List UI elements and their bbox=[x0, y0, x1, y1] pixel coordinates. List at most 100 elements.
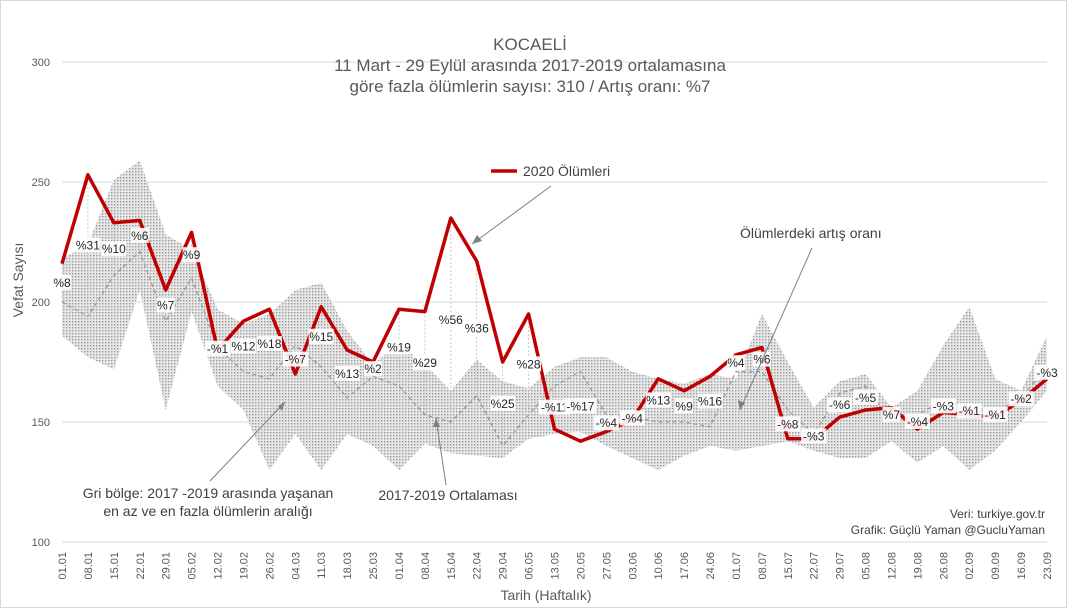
rate-annotation-label: Ölümlerdeki artış oranı bbox=[740, 224, 882, 241]
rate-label: %6 bbox=[131, 229, 149, 243]
rate-label-bg bbox=[538, 399, 571, 415]
x-tick-label: 08.07 bbox=[757, 552, 769, 580]
x-tick-label: 26.02 bbox=[264, 552, 276, 580]
rate-label-bg bbox=[438, 312, 464, 327]
rate-label: %18 bbox=[257, 337, 281, 351]
rate-label: -%3 bbox=[933, 399, 955, 413]
x-tick-label: 12.08 bbox=[886, 552, 898, 580]
x-tick-label: 01.04 bbox=[394, 552, 406, 580]
legend-arrow bbox=[471, 185, 552, 245]
rate-label: %7 bbox=[157, 299, 175, 313]
rate-label: -%1 bbox=[984, 408, 1006, 422]
rate-label: %56 bbox=[439, 313, 463, 327]
source-credit: Veri: turkiye.gov.tr bbox=[949, 507, 1045, 521]
rate-label-bg bbox=[775, 416, 801, 432]
rate-label: -%1 bbox=[959, 404, 981, 418]
rate-label: -%5 bbox=[855, 391, 877, 405]
y-tick-100: 100 bbox=[32, 537, 50, 549]
rate-label: %36 bbox=[465, 321, 489, 335]
rate-label-bg bbox=[101, 241, 127, 257]
rate-label-bg bbox=[516, 356, 542, 372]
rate-label-bg bbox=[726, 355, 745, 371]
x-tick-label: 16.09 bbox=[1016, 552, 1028, 580]
rate-label-bg bbox=[182, 247, 201, 263]
x-tick-label: 25.03 bbox=[368, 552, 380, 580]
x-tick-label: 02.09 bbox=[964, 552, 976, 580]
rate-arrow bbox=[739, 247, 813, 411]
x-tick-label: 13.05 bbox=[550, 552, 562, 580]
min-max-band bbox=[62, 160, 1047, 470]
band-label-line-1: Gri bölge: 2017 -2019 arasında yaşanan bbox=[83, 485, 334, 501]
rate-label-bg bbox=[1034, 364, 1060, 380]
rate-label: %13 bbox=[646, 393, 670, 407]
rate-label: -%1 bbox=[207, 342, 229, 356]
rate-label-bg bbox=[619, 410, 645, 426]
band-label-line-2: en az ve en fazla ölümlerin aralığı bbox=[103, 503, 312, 519]
rate-label: %8 bbox=[53, 276, 71, 290]
avg-arrow bbox=[435, 417, 447, 486]
x-tick-label: 01.07 bbox=[731, 552, 743, 580]
x-tick-label: 29.04 bbox=[498, 552, 510, 580]
x-tick-label: 06.05 bbox=[524, 552, 536, 580]
x-tick-label: 20.05 bbox=[575, 552, 587, 580]
x-tick-label: 19.08 bbox=[912, 552, 924, 580]
x-tick-labels: 01.01 08.01 15.01 22.01 29.01 05.02 12.02 19.02… bbox=[57, 552, 1054, 580]
x-tick-label: 27.05 bbox=[601, 552, 613, 580]
x-tick-label: 29.01 bbox=[161, 552, 173, 580]
rate-labels: %8%31 %10%6%7%9-%1 %12 %18-%7%15%13 %2%19%29… bbox=[53, 228, 1060, 444]
x-tick-label: 08.01 bbox=[83, 552, 95, 580]
rate-label-bg bbox=[593, 415, 619, 431]
x-tick-label: 09.09 bbox=[990, 552, 1002, 580]
x-tick-label: 17.06 bbox=[679, 552, 691, 580]
rate-label-bg bbox=[982, 406, 1008, 422]
x-tick-label: 22.04 bbox=[472, 552, 484, 580]
x-tick-label: 04.03 bbox=[290, 552, 302, 580]
x-tick-label: 18.03 bbox=[342, 552, 354, 580]
rate-label-bg bbox=[697, 393, 723, 409]
rate-label-bg bbox=[256, 336, 282, 351]
rate-label: -%11 bbox=[541, 401, 568, 415]
rate-label: -%6 bbox=[829, 398, 851, 412]
legend-arrowhead bbox=[472, 235, 482, 244]
rate-label-bg bbox=[801, 428, 827, 444]
rate-label-bg bbox=[930, 398, 956, 414]
x-tick-label: 19.02 bbox=[238, 552, 250, 580]
chart-title: KOCAELİ 11 Mart - 29 Eylül arasında 2017… bbox=[250, 34, 810, 97]
rate-label: %15 bbox=[309, 330, 333, 344]
rate-label: %16 bbox=[698, 395, 722, 409]
x-tick-label: 01.01 bbox=[57, 552, 69, 580]
rate-label-bg bbox=[230, 338, 256, 354]
rate-label: -%8 bbox=[777, 417, 799, 431]
x-tick-label: 22.07 bbox=[809, 552, 821, 580]
x-tick-label: 10.06 bbox=[653, 552, 665, 580]
x-tick-label: 26.08 bbox=[938, 552, 950, 580]
y-tick-250: 250 bbox=[32, 177, 50, 189]
avg-label: 2017-2019 Ortalaması bbox=[378, 487, 517, 503]
rate-label-bg bbox=[490, 396, 516, 411]
x-tick-label: 03.06 bbox=[627, 552, 639, 580]
rate-label: %9 bbox=[675, 399, 693, 413]
rate-label: %10 bbox=[102, 242, 126, 256]
rate-label-bg bbox=[156, 297, 175, 313]
rate-label: %28 bbox=[517, 357, 541, 371]
band-arrow bbox=[209, 401, 286, 482]
x-tick-label: 22.01 bbox=[135, 552, 147, 580]
rate-label-bg bbox=[334, 366, 360, 381]
rate-label-bg bbox=[205, 340, 231, 356]
avg-arrowhead bbox=[433, 418, 440, 427]
y-tick-150: 150 bbox=[32, 417, 50, 429]
y-axis-label: Vefat Sayısı bbox=[10, 243, 26, 318]
rate-label-bg bbox=[308, 328, 334, 344]
rate-label: -%4 bbox=[622, 411, 644, 425]
x-tick-label: 08.04 bbox=[420, 552, 432, 580]
x-tick-label: 05.02 bbox=[187, 552, 199, 580]
rate-label: -%3 bbox=[803, 429, 825, 443]
x-tick-label: 15.07 bbox=[783, 552, 795, 580]
rate-label: -%4 bbox=[907, 415, 929, 429]
rate-label-bg bbox=[53, 274, 71, 290]
y-tick-200: 200 bbox=[32, 297, 50, 309]
rate-label: -%2 bbox=[1010, 392, 1032, 406]
rate-label-bg bbox=[1008, 391, 1034, 407]
title-line-1: KOCAELİ bbox=[493, 35, 567, 54]
